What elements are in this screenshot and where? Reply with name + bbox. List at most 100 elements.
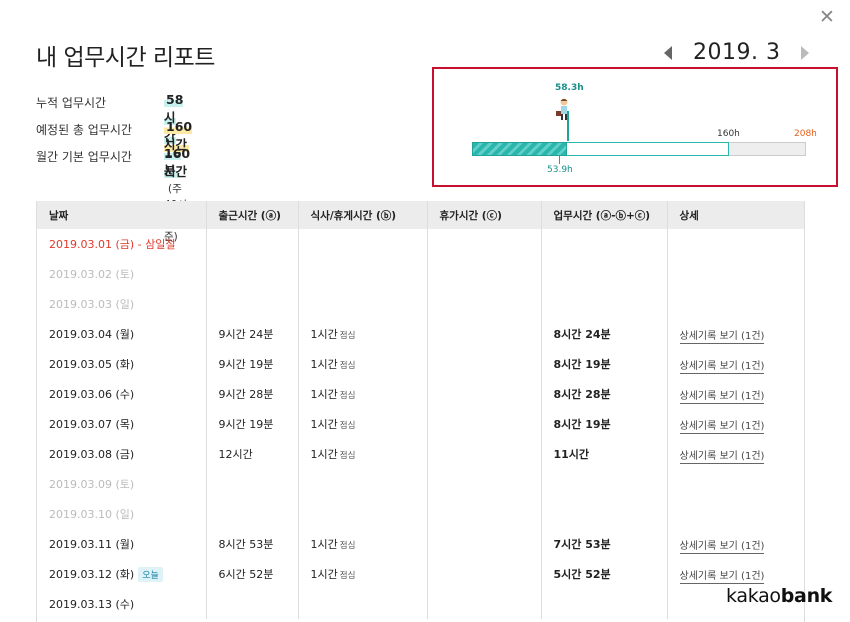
cell-vacation bbox=[427, 229, 542, 259]
header-detail: 상세 bbox=[667, 201, 804, 229]
row-break-note: 점심 bbox=[339, 361, 356, 371]
row-break-note: 점심 bbox=[339, 571, 356, 581]
row-break: 1시간 bbox=[310, 418, 338, 431]
page-title: 내 업무시간 리포트 bbox=[36, 45, 215, 71]
row-date: 2019.03.02 (토) bbox=[49, 268, 135, 281]
row-break-note: 점심 bbox=[339, 391, 356, 401]
kakaobank-logo: kakaobank bbox=[726, 585, 833, 607]
header-vacation: 휴가시간 (ⓒ) bbox=[427, 201, 542, 229]
cell-detail: 상세기록 보기 (1건) bbox=[667, 529, 804, 559]
prev-month-icon[interactable] bbox=[664, 45, 672, 60]
next-month-icon[interactable] bbox=[801, 45, 810, 60]
cell-date: 2019.03.12 (화) 오늘 bbox=[37, 559, 207, 589]
cell-total bbox=[541, 259, 668, 289]
cell-total: 5시간 52분 bbox=[541, 559, 668, 589]
cell-date: 2019.03.01 (금) - 삼일절 bbox=[37, 229, 207, 259]
row-break-note: 점심 bbox=[339, 541, 356, 551]
table-header-row: 날짜 출근시간 (ⓐ) 식사/휴게시간 (ⓑ) 휴가시간 (ⓒ) 업무시간 (ⓐ… bbox=[37, 201, 804, 229]
cell-date: 2019.03.10 (일) bbox=[37, 499, 207, 529]
row-break: 1시간 bbox=[310, 328, 338, 341]
cell-detail: 상세기록 보기 (1건) bbox=[667, 409, 804, 439]
cell-vacation bbox=[427, 559, 542, 589]
detail-link[interactable]: 상세기록 보기 (1건) bbox=[679, 360, 765, 374]
row-break-note: 점심 bbox=[339, 331, 356, 341]
cell-work: 9시간 19분 bbox=[206, 409, 299, 439]
row-break: 1시간 bbox=[310, 448, 338, 461]
person-icon bbox=[556, 98, 568, 120]
table-row: 2019.03.05 (화) 9시간 19분 1시간 점심 8시간 19분 상세기록 보기… bbox=[37, 349, 804, 379]
row-date: 2019.03.03 (일) bbox=[49, 298, 135, 311]
base-value: 160시간 bbox=[164, 146, 191, 179]
cell-break: 1시간 점심 bbox=[298, 349, 428, 379]
current-hours-label: 58.3h bbox=[555, 83, 584, 93]
cell-detail bbox=[667, 289, 804, 319]
worktime-table: 날짜 출근시간 (ⓐ) 식사/휴게시간 (ⓑ) 휴가시간 (ⓒ) 업무시간 (ⓐ… bbox=[36, 201, 805, 622]
cell-break bbox=[298, 259, 428, 289]
cell-detail: 상세기록 보기 (1건) bbox=[667, 319, 804, 349]
cell-vacation bbox=[427, 349, 542, 379]
cell-break: 1시간 점심 bbox=[298, 439, 428, 469]
progress-chart: 58.3h 53.9h 160h 208h bbox=[432, 67, 838, 187]
actual-marker bbox=[559, 156, 560, 164]
row-break-note: 점심 bbox=[339, 451, 356, 461]
cell-date: 2019.03.08 (금) bbox=[37, 439, 207, 469]
cell-vacation bbox=[427, 529, 542, 559]
row-date: 2019.03.11 (월) bbox=[49, 538, 135, 551]
cell-work bbox=[206, 589, 299, 619]
header-work: 출근시간 (ⓐ) bbox=[206, 201, 299, 229]
row-break: 1시간 bbox=[310, 568, 338, 581]
cell-date: 2019.03.05 (화) bbox=[37, 349, 207, 379]
cell-vacation bbox=[427, 439, 542, 469]
header-break: 식사/휴게시간 (ⓑ) bbox=[298, 201, 428, 229]
cell-work bbox=[206, 289, 299, 319]
cumulative-label: 누적 업무시간 bbox=[36, 96, 107, 110]
cell-total: 7시간 53분 bbox=[541, 529, 668, 559]
row-break: 1시간 bbox=[310, 388, 338, 401]
detail-link[interactable]: 상세기록 보기 (1건) bbox=[679, 570, 765, 584]
detail-link[interactable]: 상세기록 보기 (1건) bbox=[679, 330, 765, 344]
cell-vacation bbox=[427, 379, 542, 409]
cell-break: 1시간 점심 bbox=[298, 409, 428, 439]
cell-detail bbox=[667, 259, 804, 289]
cell-break: 1시간 점심 bbox=[298, 319, 428, 349]
close-icon[interactable]: ✕ bbox=[819, 6, 835, 28]
detail-link[interactable]: 상세기록 보기 (1건) bbox=[679, 450, 765, 464]
cell-work bbox=[206, 259, 299, 289]
row-date: 2019.03.09 (토) bbox=[49, 478, 135, 491]
row-break: 1시간 bbox=[310, 538, 338, 551]
cell-work: 9시간 28분 bbox=[206, 379, 299, 409]
cell-detail: 상세기록 보기 (1건) bbox=[667, 439, 804, 469]
table-row: 2019.03.10 (일) bbox=[37, 499, 804, 529]
row-date: 2019.03.12 (화) bbox=[49, 568, 135, 581]
row-break-note: 점심 bbox=[339, 421, 356, 431]
table-row: 2019.03.06 (수) 9시간 28분 1시간 점심 8시간 28분 상세기록 보기… bbox=[37, 379, 804, 409]
table-row: 2019.03.04 (월) 9시간 24분 1시간 점심 8시간 24분 상세기록 보기… bbox=[37, 319, 804, 349]
cell-detail: 상세기록 보기 (1건) bbox=[667, 559, 804, 589]
cell-vacation bbox=[427, 499, 542, 529]
cell-total: 8시간 19분 bbox=[541, 409, 668, 439]
cell-detail bbox=[667, 469, 804, 499]
cell-total bbox=[541, 289, 668, 319]
cell-date: 2019.03.06 (수) bbox=[37, 379, 207, 409]
cell-date: 2019.03.02 (토) bbox=[37, 259, 207, 289]
cell-total: 11시간 bbox=[541, 439, 668, 469]
cell-detail bbox=[667, 499, 804, 529]
current-month: 2019. 3 bbox=[693, 40, 781, 65]
detail-link[interactable]: 상세기록 보기 (1건) bbox=[679, 390, 765, 404]
base-hours-label: 160h bbox=[717, 129, 740, 139]
cell-break bbox=[298, 499, 428, 529]
table-row: 2019.03.02 (토) bbox=[37, 259, 804, 289]
row-date: 2019.03.01 (금) - 삼일절 bbox=[49, 238, 176, 251]
cell-date: 2019.03.07 (목) bbox=[37, 409, 207, 439]
cell-date: 2019.03.04 (월) bbox=[37, 319, 207, 349]
actual-hours-label: 53.9h bbox=[547, 165, 573, 175]
cell-vacation bbox=[427, 409, 542, 439]
detail-link[interactable]: 상세기록 보기 (1건) bbox=[679, 540, 765, 554]
row-date: 2019.03.08 (금) bbox=[49, 448, 135, 461]
cell-vacation bbox=[427, 589, 542, 619]
cell-work: 8시간 53분 bbox=[206, 529, 299, 559]
detail-link[interactable]: 상세기록 보기 (1건) bbox=[679, 420, 765, 434]
cell-vacation bbox=[427, 469, 542, 499]
row-date: 2019.03.05 (화) bbox=[49, 358, 135, 371]
cell-break bbox=[298, 229, 428, 259]
